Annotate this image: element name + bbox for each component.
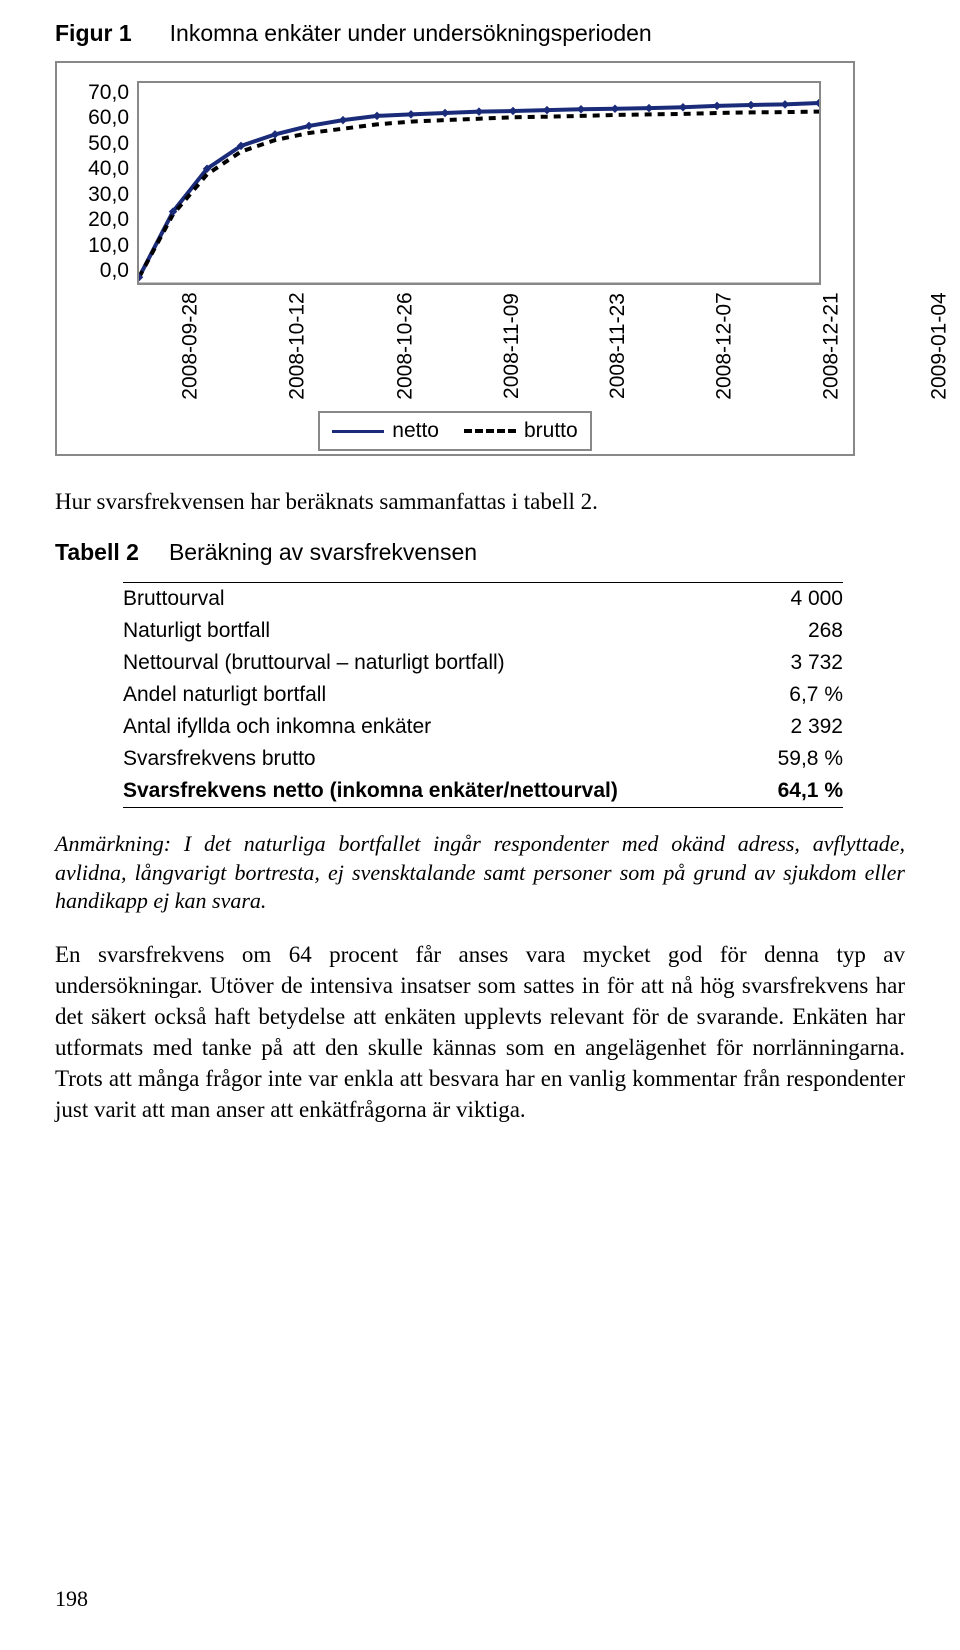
footnote: Anmärkning: I det naturliga bortfallet i… [55,830,905,916]
ytick: 40,0 [77,157,129,181]
cell-val: 2 392 [759,711,843,743]
ytick: 20,0 [77,208,129,232]
table-row: Bruttourval4 000 [123,583,843,616]
cell-key: Svarsfrekvens netto (inkomna enkäter/net… [123,775,759,808]
table-row: Svarsfrekvens netto (inkomna enkäter/net… [123,775,843,808]
legend-swatch-solid [332,430,384,433]
cell-key: Antal ifyllda och inkomna enkäter [123,711,759,743]
figure-title: Inkomna enkäter under undersökningsperio… [170,20,652,46]
table-row: Nettourval (bruttourval – naturligt bort… [123,647,843,679]
table-row: Antal ifyllda och inkomna enkäter2 392 [123,711,843,743]
figure-heading: Figur 1 Inkomna enkäter under undersöknin… [55,20,905,47]
body-paragraph: En svarsfrekvens om 64 procent får anses… [55,939,905,1125]
paragraph-intro: Hur svarsfrekvensen har beräknats samman… [55,486,905,517]
cell-key: Andel naturligt bortfall [123,679,759,711]
xtick: 2008-09-28 [136,292,246,399]
table-row: Svarsfrekvens brutto59,8 % [123,743,843,775]
legend-label: brutto [524,419,578,443]
ytick: 10,0 [77,234,129,258]
cell-val: 3 732 [759,647,843,679]
xtick: 2008-11-23 [563,293,673,399]
legend-item-netto: netto [332,419,439,443]
plot-area [137,81,821,285]
legend: netto brutto [318,411,592,451]
figure-label: Figur 1 [55,20,132,46]
xtick: 2008-12-21 [777,292,887,399]
legend-label: netto [392,419,439,443]
ytick: 50,0 [77,132,129,156]
ytick: 70,0 [77,81,129,105]
legend-swatch-dash [464,429,516,433]
xtick: 2008-10-12 [243,292,353,399]
cell-key: Naturligt bortfall [123,615,759,647]
ytick: 0,0 [77,259,129,283]
cell-val: 6,7 % [759,679,843,711]
cell-val: 64,1 % [759,775,843,808]
ytick: 30,0 [77,183,129,207]
footnote-text: I det naturliga bortfallet ingår respond… [55,831,905,913]
cell-key: Svarsfrekvens brutto [123,743,759,775]
legend-item-brutto: brutto [464,419,578,443]
xtick: 2008-10-26 [351,292,461,399]
data-table: Bruttourval4 000 Naturligt bortfall268 N… [123,582,843,808]
x-axis: 2008-09-28 2008-10-12 2008-10-26 2008-11… [137,291,817,401]
chart-svg [139,83,819,283]
table-heading: Tabell 2 Beräkning av svarsfrekvensen [55,539,905,566]
xtick: 2009-01-04 [885,292,960,399]
table-label: Tabell 2 [55,539,139,565]
page-number: 198 [55,1586,88,1612]
table-title: Beräkning av svarsfrekvensen [169,539,477,565]
y-axis: 70,0 60,0 50,0 40,0 30,0 20,0 10,0 0,0 [77,81,137,283]
table-row: Andel naturligt bortfall6,7 % [123,679,843,711]
xtick: 2008-12-07 [670,292,780,399]
cell-key: Bruttourval [123,583,759,616]
ytick: 60,0 [77,106,129,130]
footnote-lead: Anmärkning: [55,831,171,856]
chart-container: 70,0 60,0 50,0 40,0 30,0 20,0 10,0 0,0 2… [55,61,855,456]
cell-val: 268 [759,615,843,647]
table-row: Naturligt bortfall268 [123,615,843,647]
cell-key: Nettourval (bruttourval – naturligt bort… [123,647,759,679]
xtick: 2008-11-09 [457,293,567,399]
cell-val: 4 000 [759,583,843,616]
cell-val: 59,8 % [759,743,843,775]
